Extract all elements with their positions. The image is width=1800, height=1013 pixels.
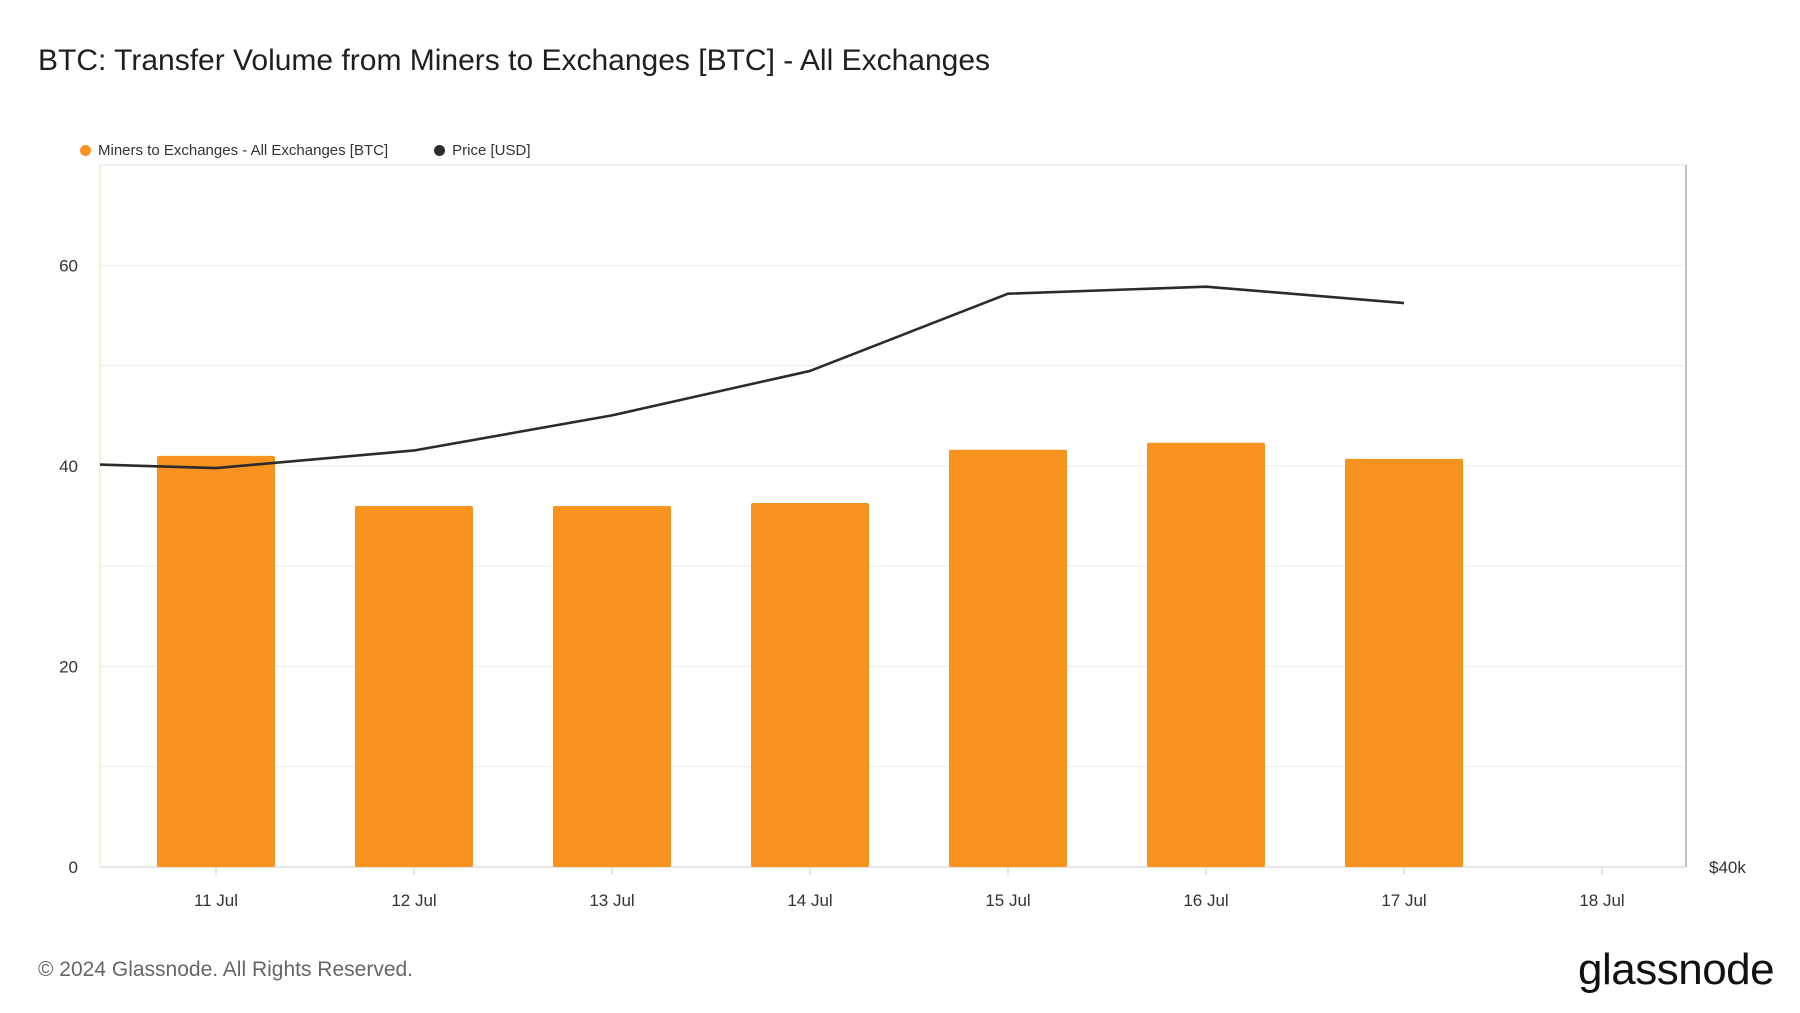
chart-title: BTC: Transfer Volume from Miners to Exch… — [38, 44, 991, 77]
bar-14-jul — [751, 502, 869, 867]
y-axis-left: 0 20 40 60 — [59, 256, 78, 877]
legend-swatch-price — [434, 145, 446, 156]
bar-15-jul — [949, 449, 1067, 867]
x-axis: 11 Jul 12 Jul 13 Jul 14 Jul 15 Jul 16 Jul 17 J… — [194, 867, 1625, 910]
bar-16-jul — [1147, 442, 1265, 867]
x-tick-label: 17 Jul — [1381, 891, 1426, 910]
x-tick-label: 11 Jul — [194, 891, 238, 910]
y-tick-label: 20 — [59, 657, 78, 676]
y-tick-label: 40 — [59, 457, 78, 476]
bars — [157, 442, 1463, 867]
legend-item-miners[interactable]: Miners to Exchanges - All Exchanges [BTC… — [80, 142, 388, 159]
legend-swatch-miners — [80, 145, 91, 156]
x-tick-label: 16 Jul — [1183, 891, 1228, 910]
legend-label-miners: Miners to Exchanges - All Exchanges [BTC… — [98, 142, 389, 159]
price-line — [99, 285, 1405, 470]
y-tick-label: 0 — [69, 858, 78, 877]
legend-label-price: Price [USD] — [452, 142, 531, 159]
x-tick-label: 15 Jul — [985, 891, 1030, 910]
x-tick-label: 18 Jul — [1579, 891, 1624, 910]
x-tick-label: 14 Jul — [787, 891, 832, 910]
y-axis-right: $40k — [1709, 858, 1746, 877]
bar-12-jul — [355, 505, 473, 867]
legend: Miners to Exchanges - All Exchanges [BTC… — [80, 142, 531, 159]
copyright-footer: © 2024 Glassnode. All Rights Reserved. — [38, 958, 414, 981]
price-line-group — [99, 285, 1405, 470]
y-tick-label: 60 — [59, 256, 78, 275]
legend-item-price[interactable]: Price [USD] — [434, 142, 531, 159]
glassnode-logo: glassnode — [1578, 945, 1775, 994]
bar-11-jul — [157, 455, 275, 867]
bar-17-jul — [1345, 458, 1463, 867]
x-tick-label: 12 Jul — [391, 891, 436, 910]
bar-13-jul — [553, 505, 671, 867]
x-tick-label: 13 Jul — [589, 891, 634, 910]
y-right-tick-label: $40k — [1709, 858, 1746, 877]
